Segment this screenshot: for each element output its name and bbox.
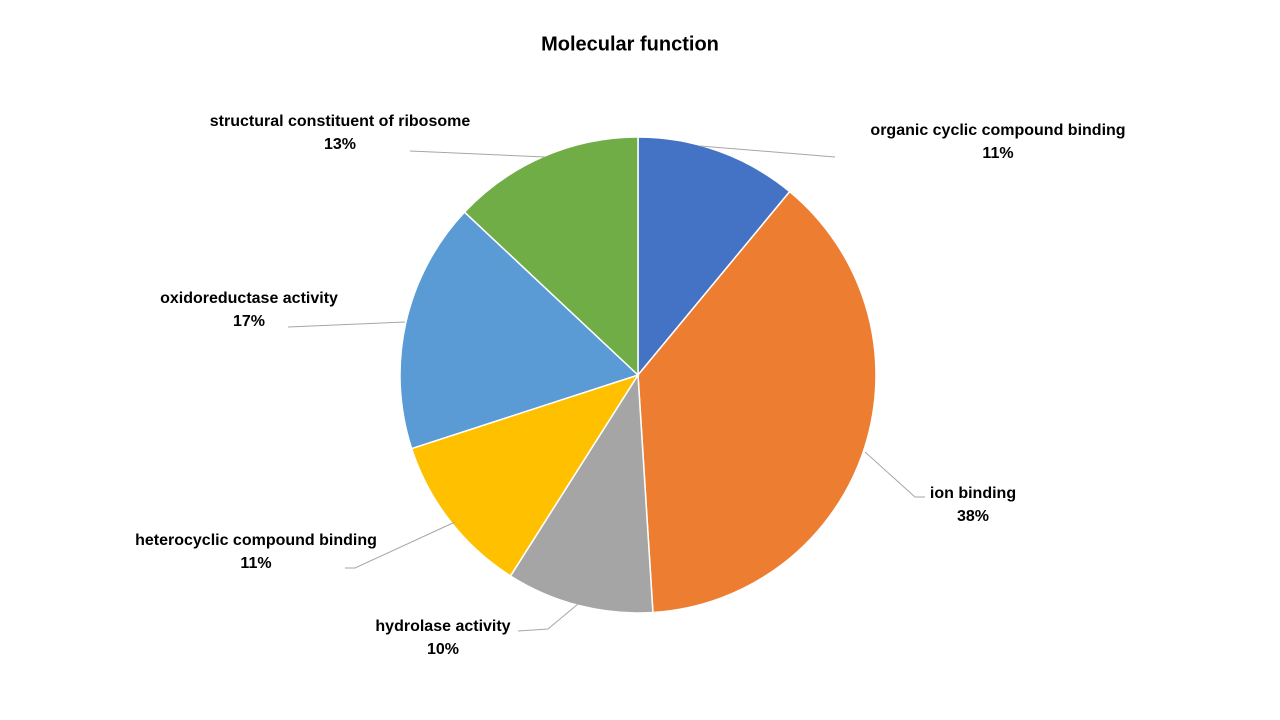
chart-title: Molecular function bbox=[541, 33, 719, 55]
leader-line bbox=[864, 451, 925, 498]
pie-slice bbox=[399, 211, 640, 450]
slice-value-label: 13% bbox=[324, 136, 356, 153]
pie-slice bbox=[637, 136, 791, 378]
slice-label: hydrolase activity bbox=[375, 618, 510, 635]
leader-line bbox=[287, 321, 406, 328]
slice-value-label: 10% bbox=[427, 641, 459, 658]
slice-label: heterocyclic compound binding bbox=[135, 532, 377, 549]
pie-slice bbox=[410, 373, 640, 577]
pie-slice bbox=[509, 372, 654, 614]
slice-value-label: 11% bbox=[240, 555, 271, 572]
leader-line bbox=[345, 521, 456, 569]
slice-label: oxidoreductase activity bbox=[160, 290, 338, 307]
leader-line bbox=[517, 603, 579, 632]
leader-line bbox=[699, 145, 836, 158]
slice-value-label: 11% bbox=[982, 145, 1013, 162]
slice-label: ion binding bbox=[930, 485, 1016, 502]
leader-line bbox=[409, 150, 546, 158]
pie-slice bbox=[637, 190, 877, 614]
slice-label: structural constituent of ribosome bbox=[210, 113, 471, 130]
slice-value-label: 17% bbox=[233, 313, 265, 330]
slice-label: organic cyclic compound binding bbox=[870, 122, 1125, 139]
slice-value-label: 38% bbox=[957, 508, 989, 525]
